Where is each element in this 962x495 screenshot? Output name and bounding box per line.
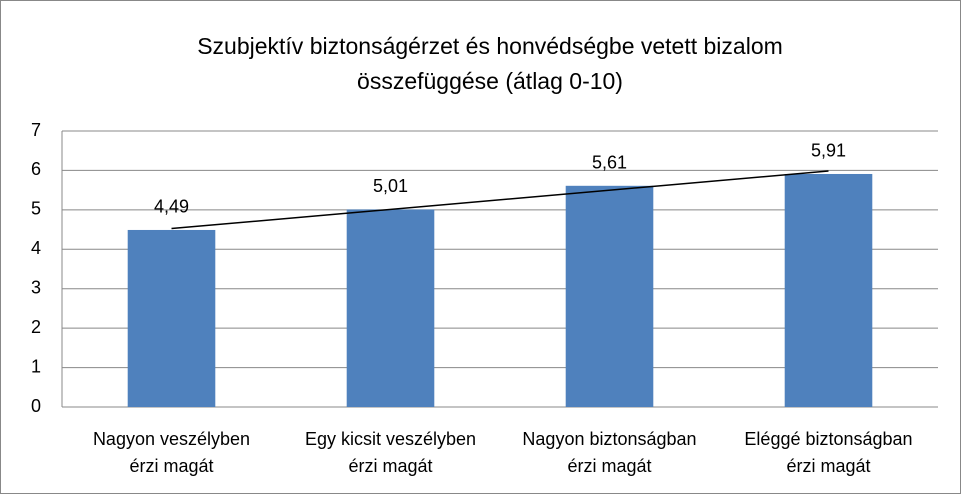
chart-title: Szubjektív biztonságérzet és honvédségbe… [197,33,783,59]
data-label: 5,91 [811,141,846,161]
y-tick-label: 7 [31,120,41,140]
bar [346,209,435,407]
y-tick-label: 2 [31,317,41,337]
x-tick-label: érzi magát [348,456,432,476]
x-tick-label: Eléggé biztonságban [744,429,912,449]
y-tick-label: 5 [31,199,41,219]
chart-title: összefüggése (átlag 0-10) [357,68,623,94]
y-tick-label: 0 [31,396,41,416]
y-tick-label: 4 [31,238,41,258]
x-tick-label: Nagyon veszélyben [93,429,250,449]
y-tick-label: 3 [31,277,41,297]
y-tick-label: 1 [31,356,41,376]
bar [565,185,654,407]
x-tick-label: érzi magát [786,456,870,476]
trend-line [171,170,829,230]
x-tick-label: Egy kicsit veszélyben [305,429,476,449]
bar [784,173,873,407]
x-tick-label: érzi magát [129,456,213,476]
data-label: 5,61 [592,153,627,173]
x-tick-label: Nagyon biztonságban [522,429,696,449]
y-tick-label: 6 [31,159,41,179]
bar [127,229,216,407]
data-label: 5,01 [373,176,408,196]
x-tick-label: érzi magát [567,456,651,476]
data-label: 4,49 [154,197,189,217]
